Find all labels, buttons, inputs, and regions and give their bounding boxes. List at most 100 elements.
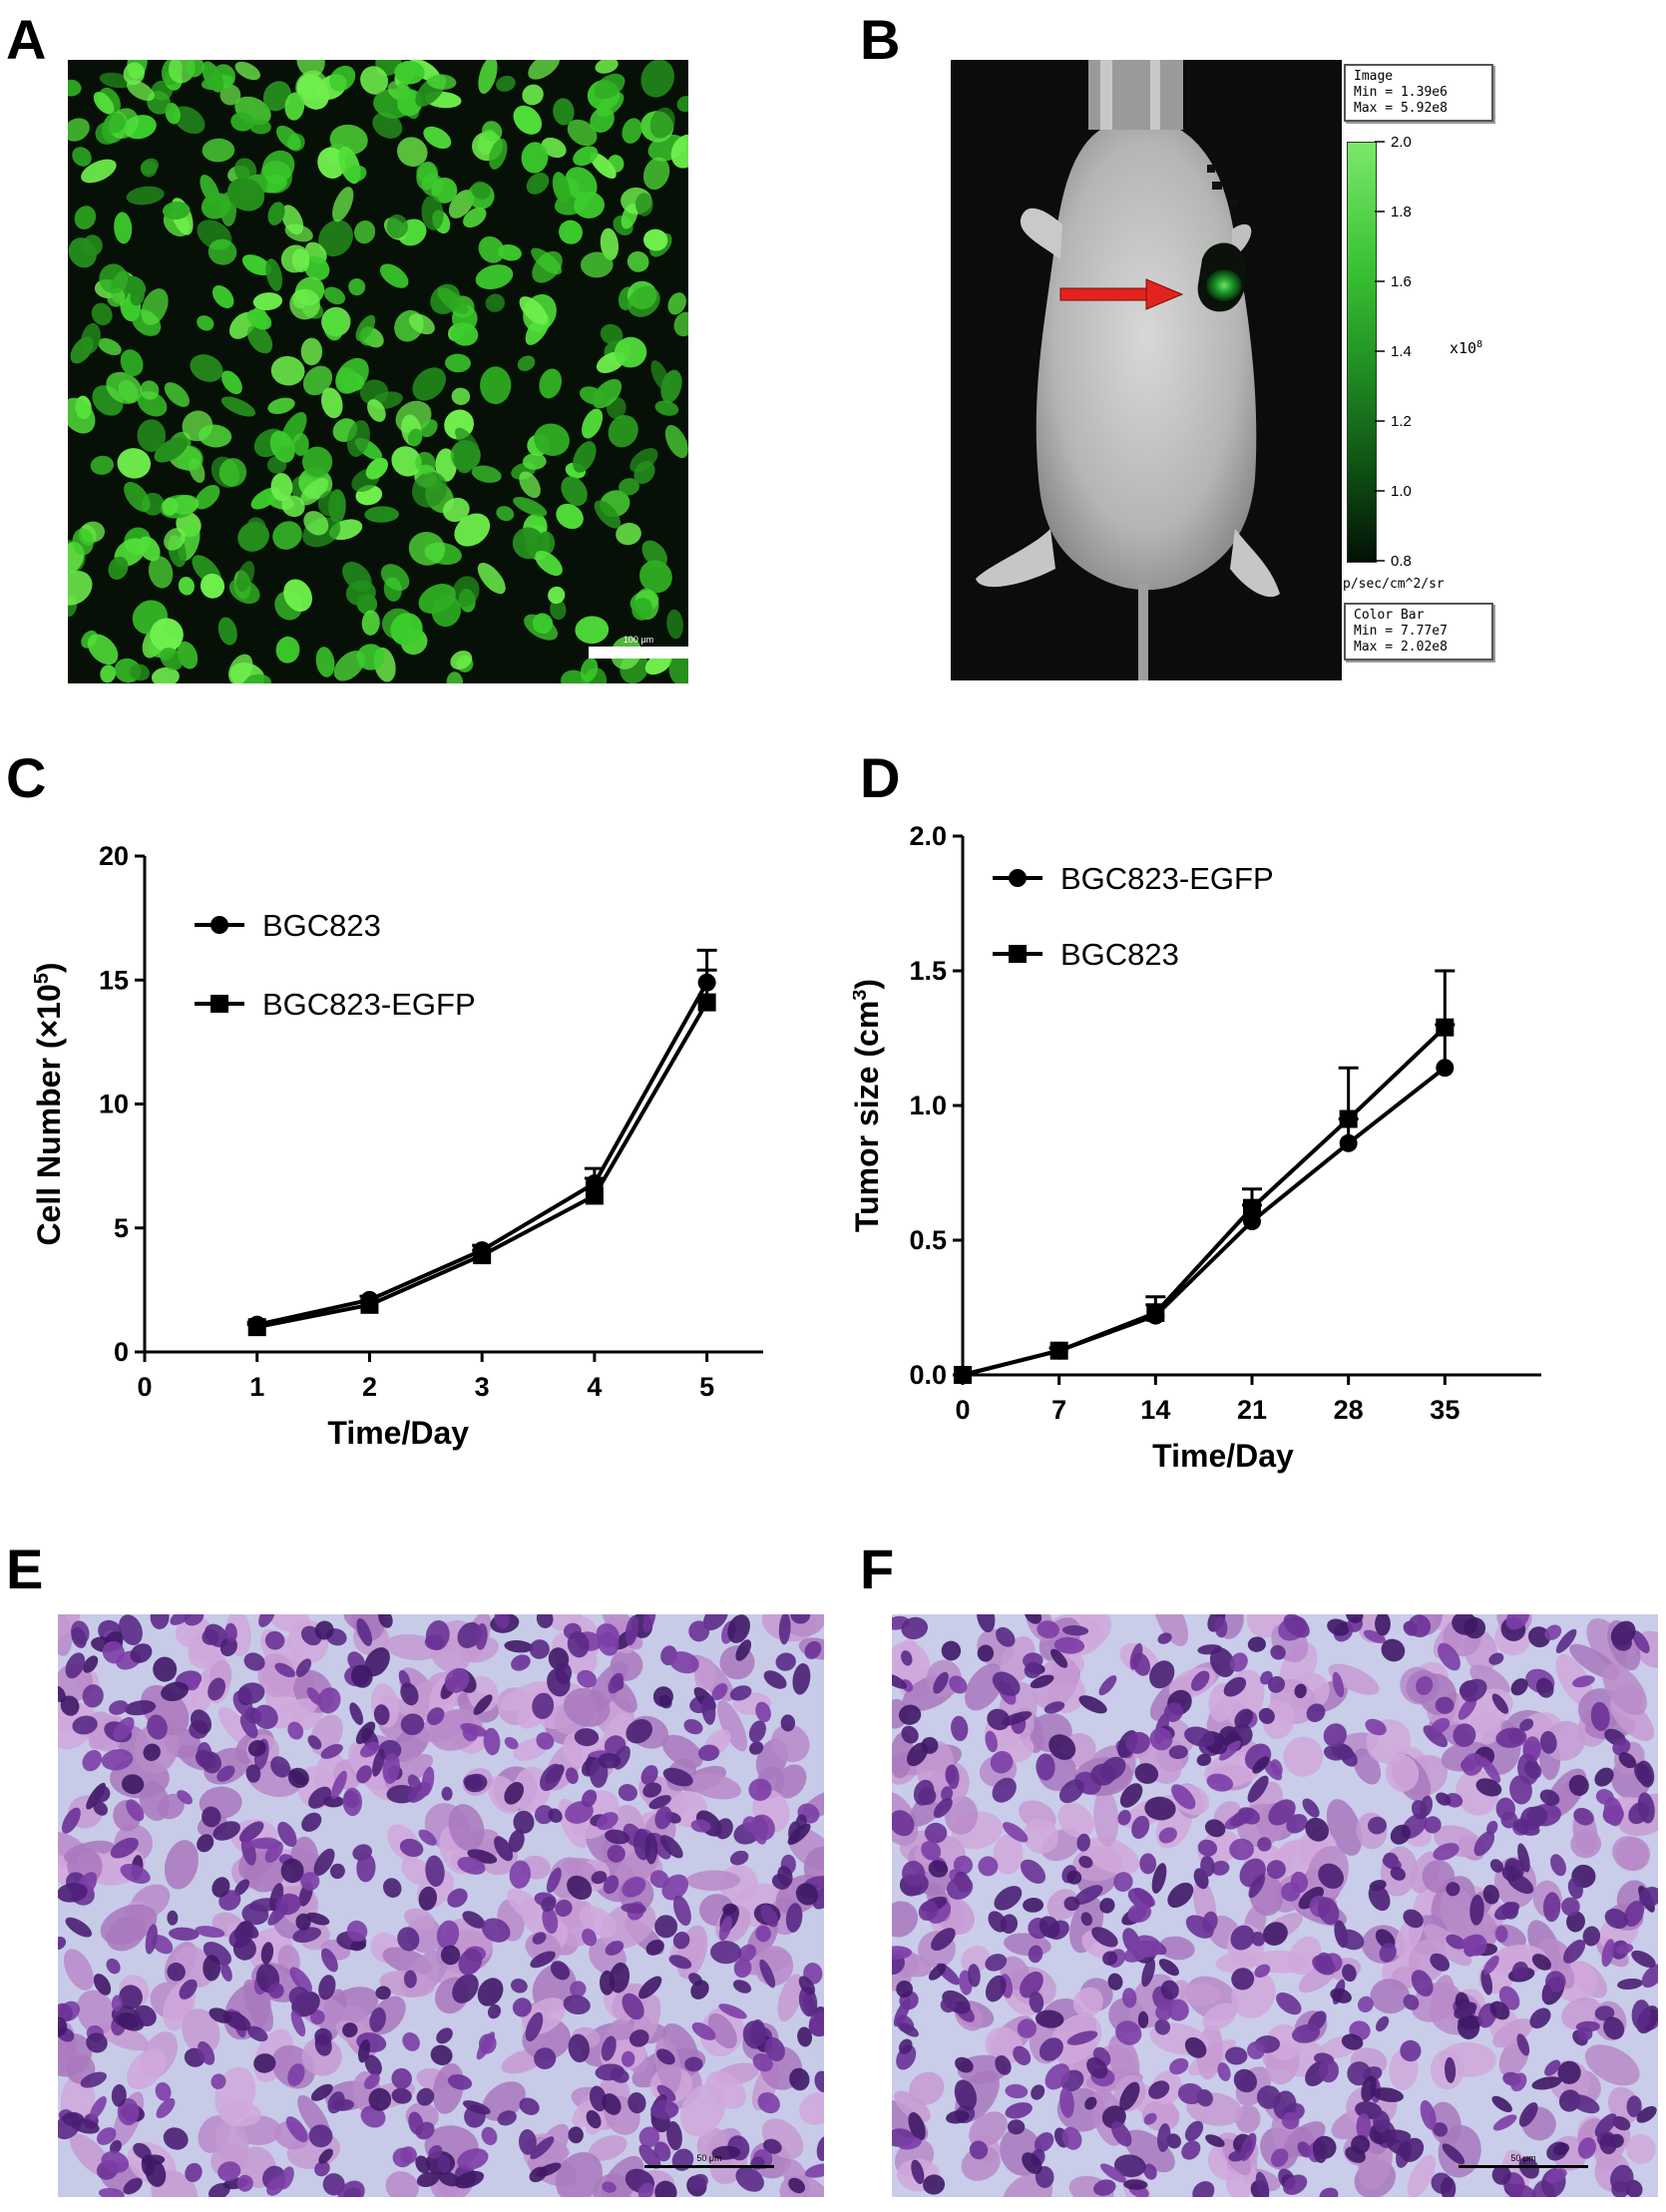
cell-blob xyxy=(99,263,129,294)
nucleus xyxy=(1039,1916,1060,1939)
nucleus xyxy=(444,1668,470,1693)
nucleus xyxy=(1168,1745,1188,1760)
nucleus xyxy=(550,1961,571,1981)
cell-blob xyxy=(164,382,190,407)
bioluminescence-image xyxy=(951,60,1342,680)
nucleus xyxy=(58,2002,73,2021)
cell-blob xyxy=(291,248,310,272)
nucleus xyxy=(1185,1915,1214,1939)
nucleus xyxy=(1341,2033,1364,2050)
nucleus xyxy=(1248,1874,1266,1899)
nucleus xyxy=(1623,1901,1645,1927)
nucleus xyxy=(654,1915,678,1939)
nucleus xyxy=(1298,1886,1325,1910)
nucleus xyxy=(1013,2045,1032,2065)
nucleus xyxy=(1545,2168,1567,2184)
cell-blob xyxy=(519,471,541,499)
cell-blob xyxy=(173,106,206,135)
nucleus xyxy=(1323,1723,1347,1748)
cell-blob xyxy=(616,522,641,546)
nucleus xyxy=(1270,1644,1286,1660)
cell-blob xyxy=(380,564,410,591)
cell-blob xyxy=(512,527,545,560)
cell-blob xyxy=(640,60,674,98)
nucleus xyxy=(288,1987,310,2007)
nucleus xyxy=(65,1652,86,1679)
nucleus xyxy=(1480,1756,1501,1783)
nucleus xyxy=(391,2067,412,2089)
nucleus xyxy=(1492,2114,1517,2131)
cell-blob xyxy=(361,610,380,636)
scalebar-label-f: 50 μm xyxy=(1510,2153,1536,2163)
nucleus xyxy=(119,1985,143,2009)
nucleus xyxy=(748,1720,766,1743)
y-axis-label: Cell Number (×105) xyxy=(31,962,67,1245)
nucleus xyxy=(921,1736,939,1754)
nucleus xyxy=(899,2038,913,2054)
cell-blob xyxy=(354,220,376,244)
cytoplasm xyxy=(175,1946,215,1989)
cell-blob xyxy=(335,357,369,394)
nucleus xyxy=(1568,1774,1589,1796)
nucleus xyxy=(977,1644,995,1662)
nucleus xyxy=(167,1910,179,1926)
nucleus xyxy=(476,2031,496,2060)
nucleus xyxy=(1376,2015,1390,2032)
nucleus xyxy=(58,1937,67,1951)
cell-blob xyxy=(160,648,184,670)
nucleus xyxy=(1582,1926,1601,1947)
cell-blob xyxy=(450,322,479,346)
nucleus xyxy=(1400,2039,1422,2062)
cell-blob xyxy=(412,367,446,401)
nucleus xyxy=(698,1744,720,1762)
nucleus xyxy=(941,1786,954,1802)
nucleus xyxy=(1544,1624,1562,1640)
cytoplasm xyxy=(58,2032,93,2077)
cytoplasm xyxy=(1570,1830,1602,1859)
nucleus xyxy=(518,2129,537,2155)
cell-blob xyxy=(567,119,598,147)
nucleus xyxy=(208,1677,225,1701)
nucleus xyxy=(711,2145,741,2160)
nucleus xyxy=(787,1823,811,1846)
nucleus xyxy=(1612,2115,1631,2131)
nucleus xyxy=(1155,2003,1172,2021)
nucleus xyxy=(1093,2179,1116,2196)
nucleus xyxy=(1323,1745,1346,1761)
cell-blob xyxy=(446,671,464,683)
nucleus xyxy=(608,1672,624,1694)
nucleus xyxy=(275,1893,301,1916)
nucleus xyxy=(748,1778,772,1801)
nucleus xyxy=(452,1974,479,2003)
nucleus xyxy=(82,1684,104,1708)
cell-blob xyxy=(68,79,82,97)
cell-blob xyxy=(451,387,471,406)
cell-blob xyxy=(283,579,312,612)
cell-blob xyxy=(423,126,452,150)
nucleus xyxy=(1505,1614,1529,1630)
nucleus xyxy=(274,1662,296,1678)
nucleus xyxy=(364,1647,390,1677)
cell-blob xyxy=(581,251,614,278)
cell-blob xyxy=(573,441,597,473)
nucleus xyxy=(785,1903,803,1933)
nucleus xyxy=(1058,1779,1085,1804)
mouse-tail xyxy=(1138,584,1148,680)
nucleus xyxy=(941,1640,962,1661)
nucleus xyxy=(1423,1725,1449,1748)
cell-blob xyxy=(252,292,283,311)
nucleus xyxy=(1091,1927,1118,1948)
cell-blob xyxy=(91,302,113,326)
nucleus xyxy=(1005,2102,1033,2119)
cell-blob xyxy=(496,75,516,92)
nucleus xyxy=(357,2039,371,2063)
nucleus xyxy=(1495,1926,1508,1943)
nucleus xyxy=(1197,1644,1222,1655)
nucleus xyxy=(1557,2060,1581,2084)
cytoplasm xyxy=(1093,1788,1119,1847)
nucleus xyxy=(1373,2087,1404,2102)
nucleus xyxy=(120,1864,151,1884)
nucleus xyxy=(637,2182,654,2197)
nucleus xyxy=(1066,2030,1098,2045)
cell-blob xyxy=(627,285,660,317)
